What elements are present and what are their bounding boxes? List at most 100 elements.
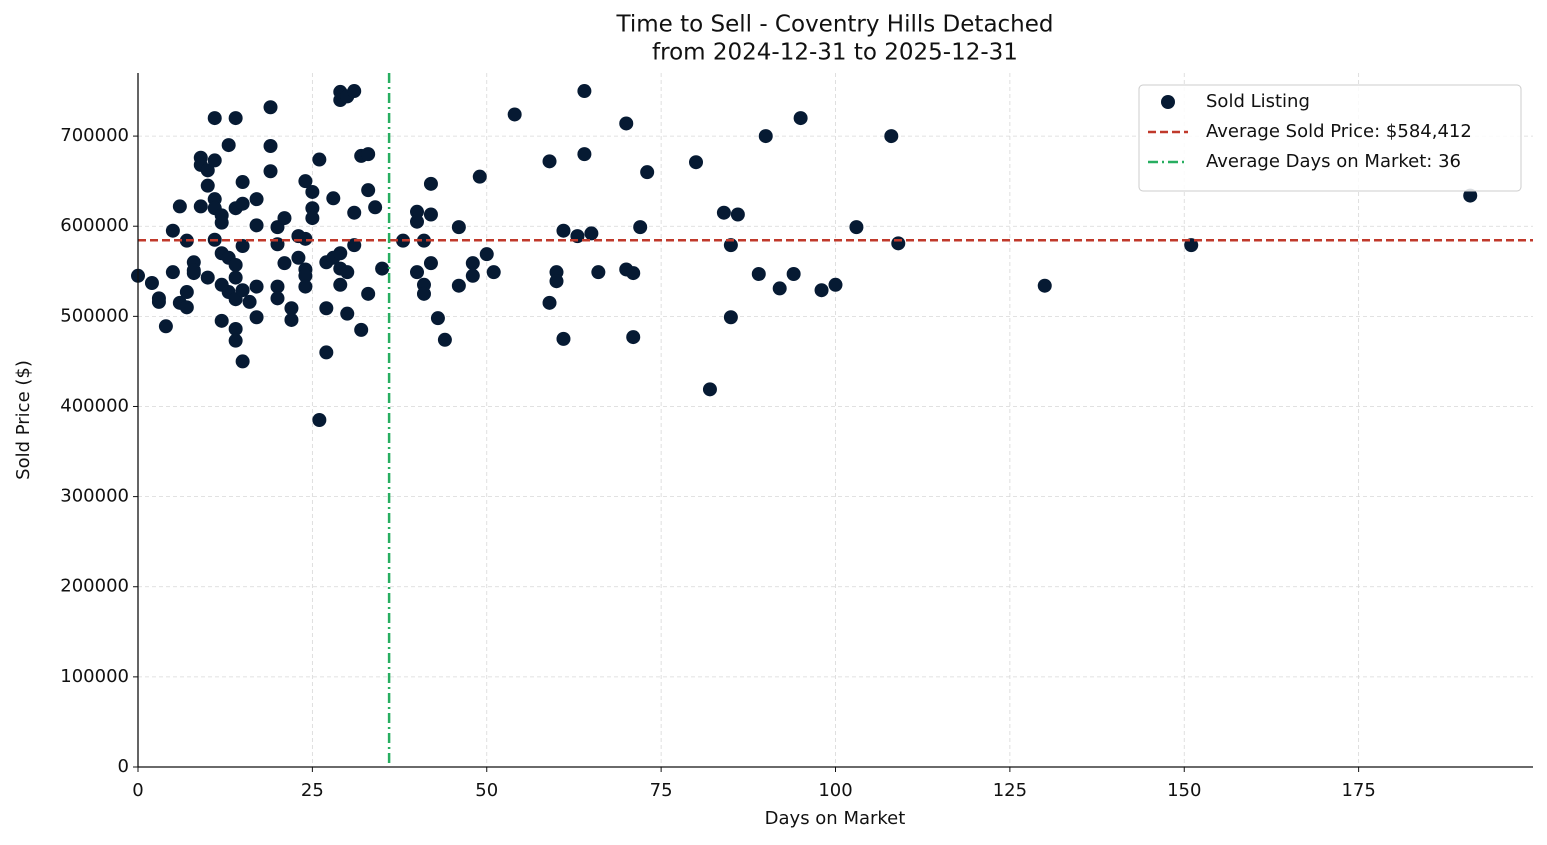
point [591, 265, 606, 280]
legend: Sold Listing Average Sold Price: $584,412… [1138, 84, 1522, 192]
point [640, 165, 655, 180]
y-tick-label: 300000 [60, 486, 129, 507]
point [626, 266, 641, 281]
point [793, 111, 808, 126]
point [751, 266, 766, 281]
point [723, 238, 738, 253]
point [151, 294, 166, 309]
point [361, 286, 376, 301]
point [284, 312, 299, 327]
point [1037, 278, 1052, 293]
point [416, 233, 431, 248]
point [416, 286, 431, 301]
point [542, 295, 557, 310]
point [186, 266, 201, 281]
point [423, 176, 438, 191]
point [556, 223, 571, 238]
x-tick-label: 50 [475, 780, 498, 801]
point [361, 183, 376, 198]
point [577, 147, 592, 162]
x-tick-label: 150 [1167, 780, 1201, 801]
point [437, 332, 452, 347]
legend-box [1138, 84, 1522, 192]
point [410, 265, 424, 280]
point [891, 236, 906, 251]
legend-label: Sold Listing [1206, 91, 1310, 112]
y-axis-label: Sold Price ($) [13, 360, 34, 480]
point [291, 250, 306, 265]
point [556, 331, 571, 346]
point [577, 84, 592, 99]
point [340, 306, 355, 321]
point [347, 84, 362, 99]
y-tick-label: 500000 [60, 305, 129, 326]
point [158, 319, 173, 334]
point [326, 191, 341, 206]
point [340, 265, 355, 280]
point [277, 211, 292, 226]
point [228, 321, 243, 336]
point [814, 283, 829, 298]
point [200, 270, 215, 285]
point [410, 214, 424, 229]
point [368, 200, 383, 215]
point [165, 265, 180, 280]
point [1184, 238, 1199, 253]
point [270, 291, 285, 306]
point [207, 153, 222, 168]
x-tick-label: 0 [132, 780, 143, 801]
point [828, 277, 843, 292]
point [361, 147, 376, 162]
point [507, 107, 522, 122]
point [249, 218, 264, 233]
point [179, 300, 194, 315]
chart-title: Time to Sell - Coventry Hills Detached [615, 12, 1053, 38]
point [200, 178, 215, 193]
point [375, 261, 390, 276]
y-tick-label: 700000 [60, 125, 129, 146]
point [716, 205, 731, 220]
point [451, 278, 466, 293]
point [298, 174, 313, 189]
point [884, 129, 899, 144]
point [633, 220, 648, 235]
point [772, 281, 787, 296]
y-tick-label: 100000 [60, 666, 129, 687]
point [472, 169, 487, 184]
point [144, 276, 159, 291]
point [228, 257, 243, 272]
point [319, 345, 334, 360]
point [758, 129, 773, 144]
point [235, 239, 250, 254]
point [263, 164, 278, 179]
point [235, 354, 250, 369]
point [626, 330, 641, 345]
point [689, 155, 703, 170]
point [263, 100, 278, 115]
point [305, 201, 320, 216]
point [298, 279, 313, 294]
point [305, 184, 320, 199]
point [193, 199, 208, 214]
point [249, 310, 264, 325]
point [172, 199, 187, 214]
point [451, 220, 466, 235]
y-tick-label: 200000 [60, 576, 129, 597]
point [270, 279, 285, 294]
point [430, 311, 445, 326]
point [354, 322, 369, 337]
point [221, 138, 236, 153]
point [277, 256, 292, 271]
legend-label: Average Sold Price: $584,412 [1206, 121, 1472, 142]
point [312, 152, 327, 167]
point [214, 215, 229, 230]
point [179, 285, 194, 300]
point [235, 283, 250, 298]
legend-marker [1161, 95, 1175, 109]
x-tick-label: 125 [993, 780, 1027, 801]
x-tick-label: 75 [650, 780, 673, 801]
point [423, 256, 438, 271]
point [284, 301, 299, 316]
y-tick-label: 0 [118, 756, 129, 777]
